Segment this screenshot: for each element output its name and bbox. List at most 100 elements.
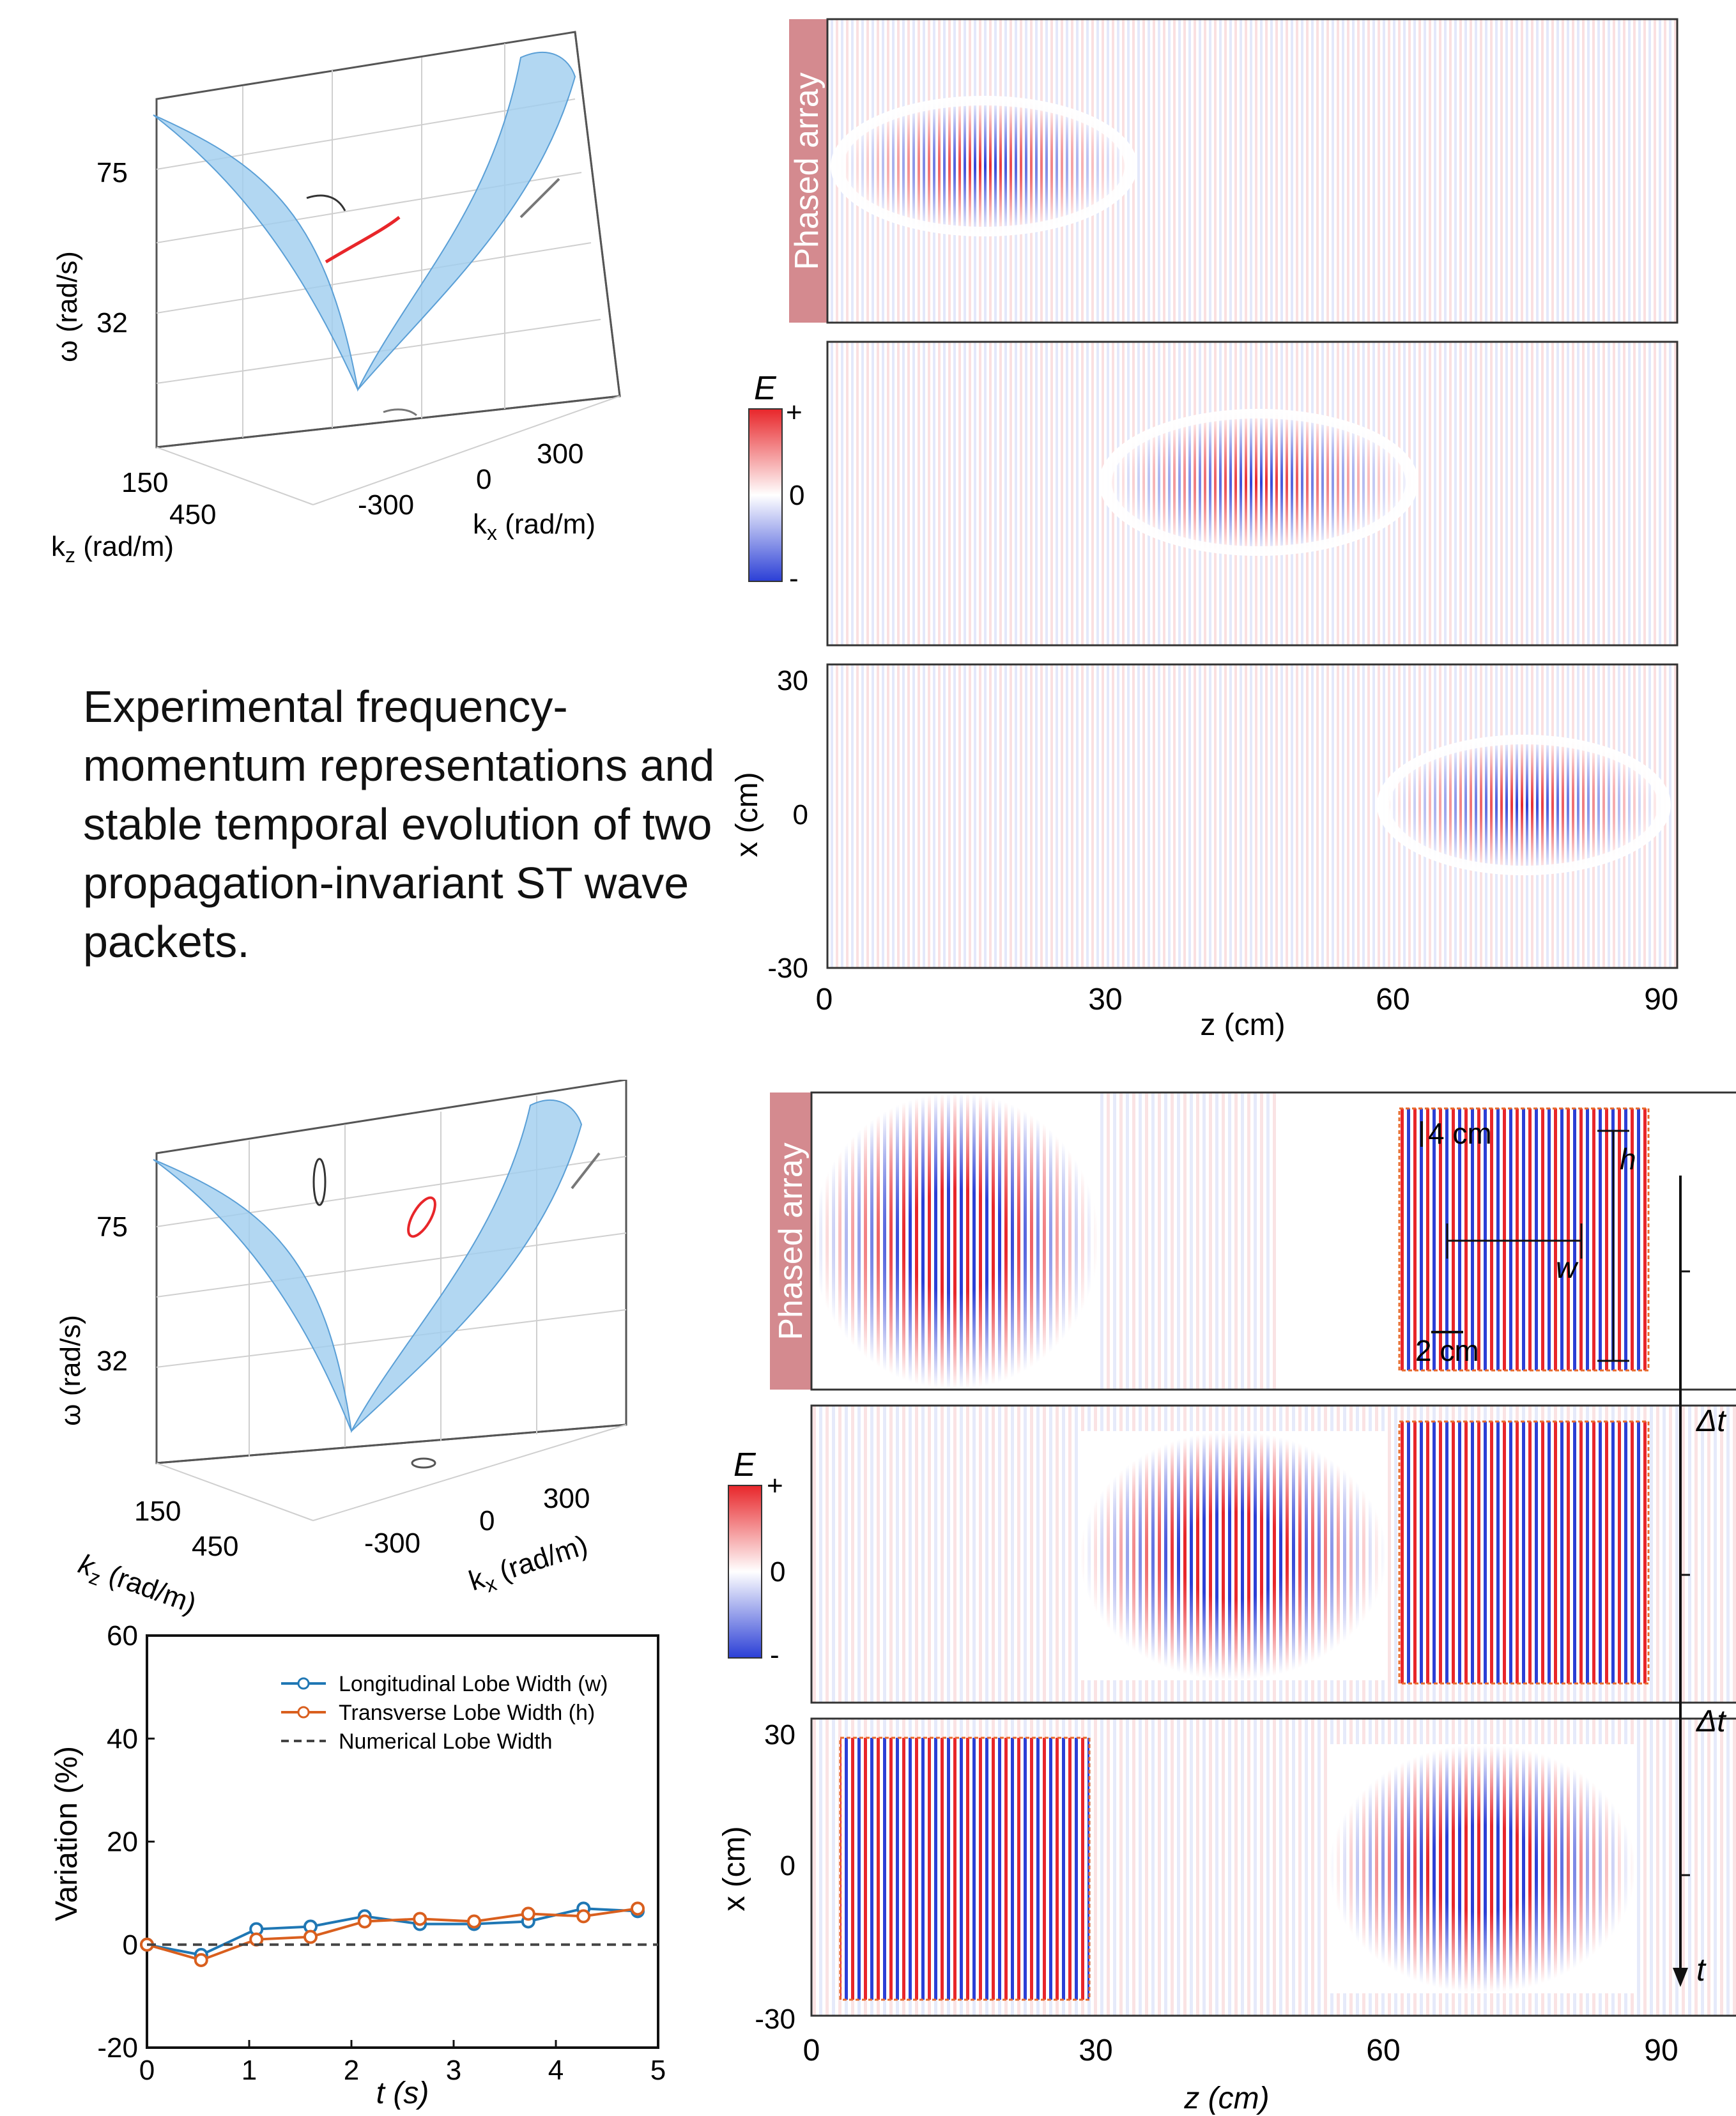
x-tick-30: 30 [777, 665, 808, 696]
colorbar-title: E [754, 370, 777, 407]
omega-tick-32-2: 32 [96, 1346, 128, 1377]
x-tick-neg30-2: -30 [755, 2004, 795, 2035]
colorbar-title-2: E [734, 1446, 757, 1483]
surface-plot-bottom: ω (rad/s) 75 32 150 450 kz (rad/m) -300 … [55, 1080, 627, 1623]
inset-w-label: w [1556, 1251, 1579, 1284]
phased-array-label: Phased array [788, 72, 826, 270]
x-tick-0-2: 0 [780, 1850, 795, 1882]
y-tick-label: 40 [107, 1723, 138, 1754]
y-tick-label: 60 [107, 1623, 138, 1652]
y-tick-label: -20 [97, 2032, 138, 2064]
z-tick-30-2: 30 [1079, 2034, 1112, 2067]
spectral-support-ellipse [407, 1196, 436, 1238]
inset-h-label: h [1620, 1142, 1636, 1176]
inset-scale-2cm: 2 cm [1415, 1334, 1479, 1367]
legend-marker [297, 1677, 310, 1690]
projection-line-right [571, 1152, 601, 1190]
colorbar-plus: + [786, 397, 803, 428]
x-tick-label: 5 [650, 2055, 666, 2086]
data-point [631, 1901, 645, 1916]
chart-xlabel: t (s) [376, 2076, 429, 2110]
kz-tick-150: 150 [121, 467, 168, 498]
x-axis-label: x (cm) [730, 772, 764, 857]
data-point [576, 1909, 591, 1924]
time-label: t [1696, 1952, 1707, 1988]
omega-tick-75-2: 75 [96, 1211, 128, 1243]
delta-t-2: Δt [1696, 1705, 1726, 1738]
z-tick-60: 60 [1376, 983, 1410, 1016]
kx-tick-neg300-2: -300 [364, 1528, 420, 1559]
series-line [146, 1907, 638, 1962]
omega-axis-label: ω (rad/s) [52, 251, 83, 362]
data-point [467, 1914, 481, 1929]
z-tick-90: 90 [1644, 983, 1678, 1016]
x-tick-label: 3 [446, 2055, 461, 2086]
kz-tick-450: 450 [169, 499, 216, 530]
z-tick-0-2: 0 [803, 2034, 820, 2067]
chart-frame [146, 1634, 659, 2049]
z-tick-90-2: 90 [1644, 2034, 1678, 2067]
lobe-width-chart: Variation (%) t (s) 0 1 2 3 4 56040200-20Long… [50, 1623, 666, 2110]
kz-tick-150-2: 150 [134, 1496, 181, 1527]
kx-tick-neg300: -300 [358, 489, 414, 521]
data-point [194, 1952, 208, 1967]
surface-box [155, 31, 621, 448]
x-tick-label: 4 [548, 2055, 564, 2086]
colorbar-zero-2: 0 [770, 1556, 785, 1588]
kx-axis-label-2: kx (rad/m) [465, 1529, 593, 1602]
omega-tick-75: 75 [96, 157, 128, 188]
z-axis-label-2: z (cm) [1183, 2082, 1269, 2115]
kz-axis-label: kz (rad/m) [51, 531, 174, 567]
x-tick-label: 2 [344, 2055, 359, 2086]
colorbar [748, 408, 783, 582]
z-axis-label: z (cm) [1200, 1008, 1285, 1042]
field-panel-1: Phased array [788, 18, 1678, 324]
x-axis-label-2: x (cm) [722, 1826, 751, 1911]
legend-label: Longitudinal Lobe Width (w) [339, 1672, 608, 1696]
phased-array-bar [789, 19, 827, 323]
colorbar-plus-2: + [767, 1470, 783, 1501]
surface-grid [156, 43, 620, 505]
z-tick-60-2: 60 [1366, 2034, 1400, 2067]
field-panels-top: Phased array E + 0 - 30 0 -30 x (cm) 0 3… [730, 18, 1678, 1042]
figure-description: Experimental frequency-momentum represen… [83, 682, 715, 967]
kz-axis-label-2: kz (rad/m) [73, 1548, 201, 1623]
dispersion-surface-2 [153, 1099, 583, 1434]
omega-tick-32: 32 [96, 307, 128, 339]
surface-box-2 [155, 1080, 627, 1464]
phased-array-bar-2 [770, 1092, 811, 1390]
field-panel-5: E + 0 - [728, 1404, 1736, 1704]
legend-label: Numerical Lobe Width [339, 1729, 552, 1754]
field-panel-3: 30 0 -30 x (cm) 0 30 60 90 z (cm) [730, 663, 1678, 1042]
inset-1 [1398, 1107, 1650, 1372]
kx-tick-300-2: 300 [543, 1483, 590, 1514]
x-tick-neg30: -30 [767, 953, 808, 984]
field-panel-6: 30 0 -30 x (cm) 0 30 60 90 z (cm) [722, 1717, 1736, 2115]
legend-label: Transverse Lobe Width (h) [339, 1701, 595, 1725]
phased-array-label-2: Phased array [772, 1142, 810, 1340]
projection-ellipse-left [312, 1158, 326, 1206]
field-panels-bottom: Phased array 4 cm h w 2 cm E + 0 - [722, 1091, 1736, 2115]
surface-plot-top: ω (rad/s) 75 32 150 450 kz (rad/m) -300 … [51, 31, 621, 567]
y-tick-label: 0 [123, 1929, 138, 1961]
kx-tick-0: 0 [476, 464, 491, 495]
colorbar-minus-2: - [770, 1639, 780, 1671]
kx-axis-label: kx (rad/m) [473, 509, 595, 544]
data-point [413, 1912, 427, 1926]
x-tick-label: 1 [242, 2055, 257, 2086]
projection-omega-kz [519, 178, 560, 218]
delta-t-1: Δt [1696, 1404, 1726, 1438]
inset-scale-4cm: 4 cm [1428, 1117, 1492, 1150]
x-tick-label: 0 [139, 2055, 155, 2086]
kx-tick-300: 300 [537, 438, 583, 470]
dispersion-surface [153, 51, 576, 392]
inset-3 [839, 1736, 1091, 2001]
chart-ylabel: Variation (%) [50, 1746, 84, 1921]
x-tick-30-2: 30 [764, 1719, 795, 1751]
data-point [303, 1929, 318, 1944]
projection-ellipse-bottom [411, 1457, 436, 1469]
kx-tick-0-2: 0 [479, 1505, 495, 1537]
projection-kx-kz [383, 408, 417, 417]
field-panel-4: Phased array 4 cm h w 2 cm [770, 1091, 1736, 1391]
z-tick-0: 0 [816, 983, 833, 1016]
